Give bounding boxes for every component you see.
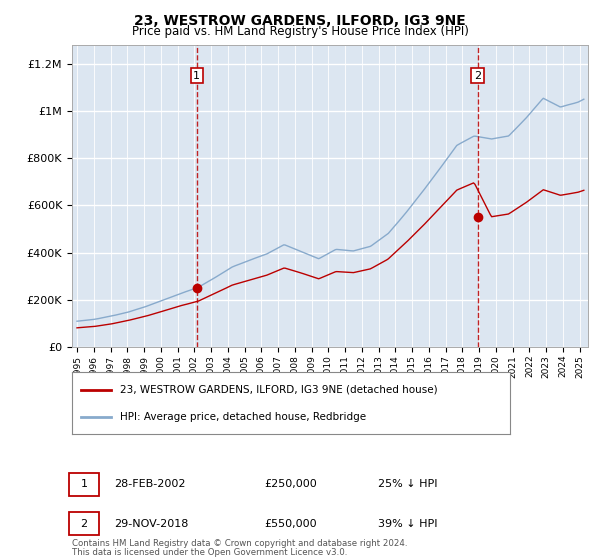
- Text: 25% ↓ HPI: 25% ↓ HPI: [378, 479, 437, 489]
- Text: Contains HM Land Registry data © Crown copyright and database right 2024.: Contains HM Land Registry data © Crown c…: [72, 539, 407, 548]
- Text: 1: 1: [193, 71, 200, 81]
- Text: 1: 1: [80, 479, 88, 489]
- Text: 29-NOV-2018: 29-NOV-2018: [114, 519, 188, 529]
- Text: 23, WESTROW GARDENS, ILFORD, IG3 9NE (detached house): 23, WESTROW GARDENS, ILFORD, IG3 9NE (de…: [120, 385, 438, 395]
- Text: £550,000: £550,000: [264, 519, 317, 529]
- Text: HPI: Average price, detached house, Redbridge: HPI: Average price, detached house, Redb…: [120, 412, 367, 422]
- Text: 39% ↓ HPI: 39% ↓ HPI: [378, 519, 437, 529]
- Text: This data is licensed under the Open Government Licence v3.0.: This data is licensed under the Open Gov…: [72, 548, 347, 557]
- Text: 23, WESTROW GARDENS, ILFORD, IG3 9NE: 23, WESTROW GARDENS, ILFORD, IG3 9NE: [134, 14, 466, 28]
- Text: Price paid vs. HM Land Registry's House Price Index (HPI): Price paid vs. HM Land Registry's House …: [131, 25, 469, 38]
- Text: £250,000: £250,000: [264, 479, 317, 489]
- Text: 2: 2: [474, 71, 481, 81]
- Text: 28-FEB-2002: 28-FEB-2002: [114, 479, 185, 489]
- Text: 2: 2: [80, 519, 88, 529]
